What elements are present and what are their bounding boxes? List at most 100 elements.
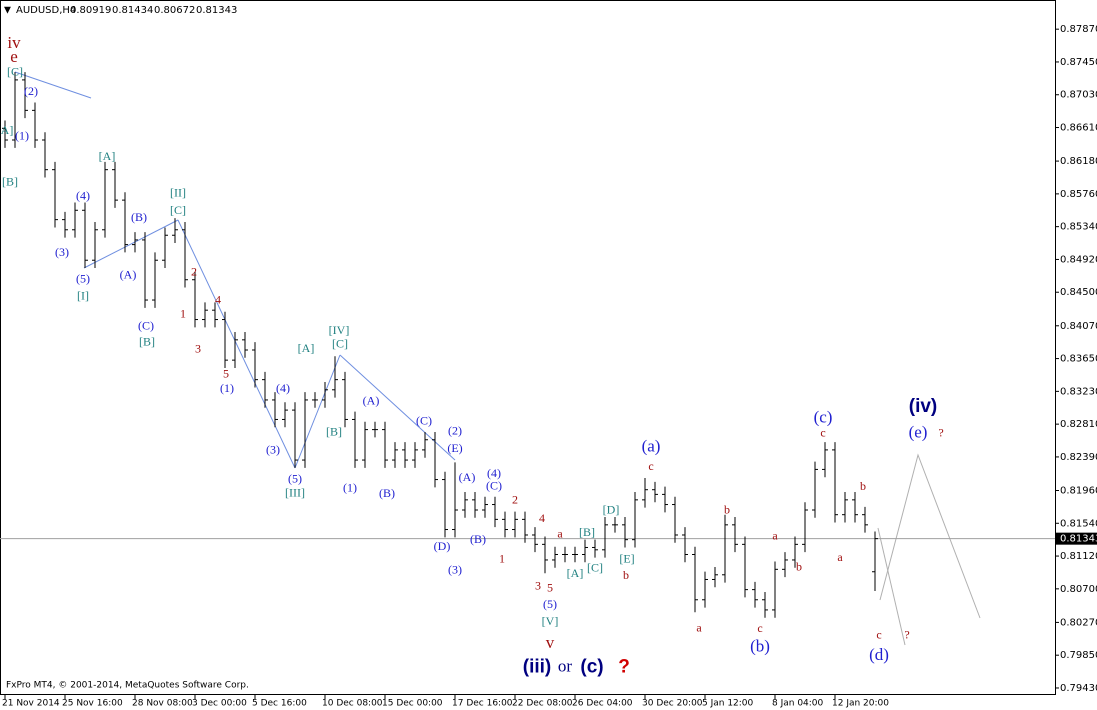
wave-label: [III] <box>285 485 305 499</box>
ohlc-bar <box>142 232 148 308</box>
wave-label: [A] <box>567 566 584 580</box>
ohlc-bar <box>842 492 848 523</box>
wave-label: [C] <box>587 560 603 574</box>
wave-label: b <box>623 568 629 582</box>
ohlc-bar <box>2 120 8 148</box>
wave-label: c <box>876 627 881 641</box>
ohlc-bar <box>632 492 638 548</box>
x-tick-label: 21 Nov 2014 <box>2 699 60 709</box>
header-value: 0.80919 <box>70 5 111 16</box>
ohlc-bar <box>42 132 48 178</box>
wave-label: 1 <box>499 552 505 566</box>
projection-lines <box>877 453 981 646</box>
wave-label: ? <box>618 657 630 678</box>
x-tick-label: 12 Jan 20:00 <box>832 699 889 709</box>
wave-label: (iii) <box>523 657 552 678</box>
ohlc-bar <box>202 302 208 328</box>
header-value: 0.81343 <box>196 5 237 16</box>
ohlc-bar <box>242 332 248 358</box>
ohlc-bar <box>272 392 278 428</box>
ohlc-bar <box>132 232 138 253</box>
ohlc-bar <box>792 536 798 568</box>
wave-label: (3) <box>448 563 462 577</box>
wave-label: (b) <box>750 636 770 655</box>
wave-label: (3) <box>266 442 280 456</box>
ohlc-bar <box>322 381 328 408</box>
wave-label: (a) <box>642 436 661 455</box>
wave-label: (d) <box>869 645 889 664</box>
header-value: 0.80672 <box>154 5 195 16</box>
x-tick-label: 26 Dec 04:00 <box>572 699 633 709</box>
ohlc-bar <box>682 527 688 563</box>
ohlc-bar <box>502 511 508 538</box>
ohlc-bar <box>462 492 468 518</box>
ohlc-bar <box>762 591 768 618</box>
wave-label: c <box>648 459 653 473</box>
wave-label: [A] <box>0 123 13 137</box>
wave-label: (1) <box>220 381 234 395</box>
ohlc-bar <box>112 161 118 208</box>
y-tick-label: 0.79430 <box>1060 683 1097 694</box>
current-price-label: 0.81343 <box>1060 534 1097 545</box>
ohlc-bar <box>92 221 98 269</box>
wave-label: [A] <box>99 149 116 163</box>
ohlc-bar <box>122 192 128 253</box>
plot-frame <box>0 0 1056 695</box>
ohlc-bar <box>542 536 548 574</box>
wave-label: 3 <box>535 578 541 592</box>
ohlc-bar <box>292 402 298 468</box>
wave-label: 5 <box>547 581 553 595</box>
wave-label: 4 <box>215 293 221 307</box>
ohlc-bar <box>592 539 598 558</box>
wave-label: ? <box>904 627 909 641</box>
wave-label: (B) <box>131 210 147 224</box>
wave-label: a <box>772 528 778 542</box>
wave-label: 2 <box>191 264 197 278</box>
ohlc-bar <box>72 202 78 238</box>
ohlc-bar <box>432 431 438 488</box>
ohlc-bar <box>782 552 788 578</box>
wave-label: (5) <box>288 471 302 485</box>
wave-label: (C) <box>486 478 502 492</box>
wave-label: v <box>546 633 555 652</box>
wave-label: c <box>820 425 825 439</box>
wave-label: [B] <box>2 175 18 189</box>
wave-label: [B] <box>139 335 155 349</box>
ohlc-bar <box>332 356 338 398</box>
ohlc-bar <box>752 581 758 608</box>
ohlc-bar <box>12 72 18 148</box>
ohlc-bar <box>732 517 738 553</box>
wave-label: (C) <box>138 318 154 332</box>
ohlc-bar <box>602 517 608 558</box>
x-tick-label: 25 Nov 16:00 <box>62 699 123 709</box>
wave-label: a <box>557 527 563 541</box>
ohlc-bar <box>482 496 488 518</box>
wave-label: (A) <box>120 268 137 282</box>
ohlc-bar <box>402 442 408 468</box>
wave-label: (1) <box>15 129 29 143</box>
wave-label: (B) <box>379 486 395 500</box>
wave-label: [I] <box>77 289 89 303</box>
ohlc-bar <box>722 514 728 583</box>
trend-lines <box>14 71 456 469</box>
ohlc-bar <box>452 462 458 538</box>
x-tick-label: 8 Jan 04:00 <box>772 699 824 709</box>
x-tick-label: 30 Dec 20:00 <box>642 699 703 709</box>
current-price-box <box>1055 532 1097 545</box>
wave-label: b <box>724 503 730 517</box>
wave-label: (E) <box>447 441 462 455</box>
menu-arrow[interactable]: ▼ <box>4 6 11 16</box>
ohlc-bar <box>302 392 308 468</box>
wave-label: a <box>696 620 702 634</box>
trend-line <box>14 71 92 99</box>
ohlc-bar <box>642 478 648 508</box>
wave-label: b <box>860 479 866 493</box>
wave-label: (4) <box>76 189 90 203</box>
